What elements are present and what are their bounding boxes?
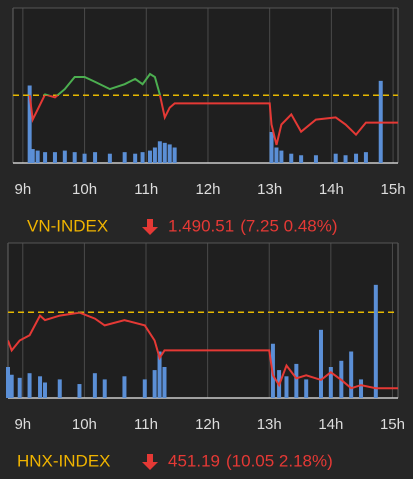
x-tick-label: 14h [319,181,344,198]
volume-bar [313,155,318,163]
volume-bar [140,152,145,163]
volume-bar [304,379,309,398]
volume-bar [93,152,98,163]
volume-bar [17,377,22,398]
volume-bar [122,376,127,398]
volume-bar [274,147,279,163]
x-tick-label: 9h [14,416,31,433]
volume-bar [38,376,43,398]
volume-bar [343,155,348,163]
index-change: (10.05 2.18%) [226,451,333,470]
index-title: HNX-INDEX [17,451,111,470]
volume-bar [363,152,368,163]
volume-bar [328,367,333,398]
volume-bar [82,153,87,163]
volume-bar [72,152,77,163]
index-line [28,95,398,146]
x-tick-label: 10h [72,181,97,198]
x-tick-label: 13h [257,181,282,198]
volume-bar [77,384,82,398]
volume-bar [269,132,274,163]
volume-bar [43,152,48,163]
volume-bar [27,85,32,163]
index-line [8,312,398,390]
volume-bar [102,379,107,398]
index-line [28,72,162,96]
volume-bar [373,284,378,398]
volume-bar [42,382,47,398]
x-tick-label: 14h [318,416,343,433]
down-arrow [142,454,158,470]
plot-area [8,243,398,398]
x-tick-label: 15h [380,416,405,433]
volume-bar [27,373,32,398]
volume-bar [294,363,299,398]
x-tick-label: 11h [134,416,158,433]
volume-bar [157,141,162,163]
index-value: 1.490.51 [168,216,234,235]
volume-bar [318,329,323,398]
index-value: 451.19 [168,451,220,470]
x-tick-label: 15h [381,181,406,198]
x-tick-label: 9h [15,181,32,198]
volume-bar [107,153,112,163]
x-tick-label: 10h [72,416,97,433]
volume-bar [299,155,304,163]
volume-bar [30,149,35,163]
volume-bar [52,152,57,163]
x-tick-label: 12h [195,416,220,433]
volume-bar [152,370,157,398]
volume-bar [133,153,138,163]
volume-bar [142,379,147,398]
volume-bar [162,367,167,398]
volume-bar [6,367,10,398]
volume-bar [279,150,284,163]
volume-bar [122,152,127,163]
volume-bar [333,153,338,163]
down-arrow [142,219,158,235]
volume-bar [172,147,177,163]
x-tick-label: 13h [257,416,282,433]
volume-bar [92,373,97,398]
volume-bar [57,379,62,398]
volume-bar [354,153,359,163]
x-tick-label: 11h [134,181,158,198]
volume-bar [289,153,294,163]
volume-bar [35,150,40,163]
volume-bar [9,374,14,398]
index-change: (7.25 0.48%) [240,216,337,235]
volume-bar [157,351,162,398]
volume-bar [284,376,289,398]
volume-bar [147,150,152,163]
volume-bar [349,351,354,398]
volume-bar [152,147,157,163]
x-tick-label: 12h [195,181,220,198]
volume-bar [62,150,67,163]
plot-area [13,8,398,163]
volume-bar [167,144,172,163]
index-title: VN-INDEX [27,216,108,235]
volume-bar [162,142,167,163]
volume-bar [359,379,364,398]
